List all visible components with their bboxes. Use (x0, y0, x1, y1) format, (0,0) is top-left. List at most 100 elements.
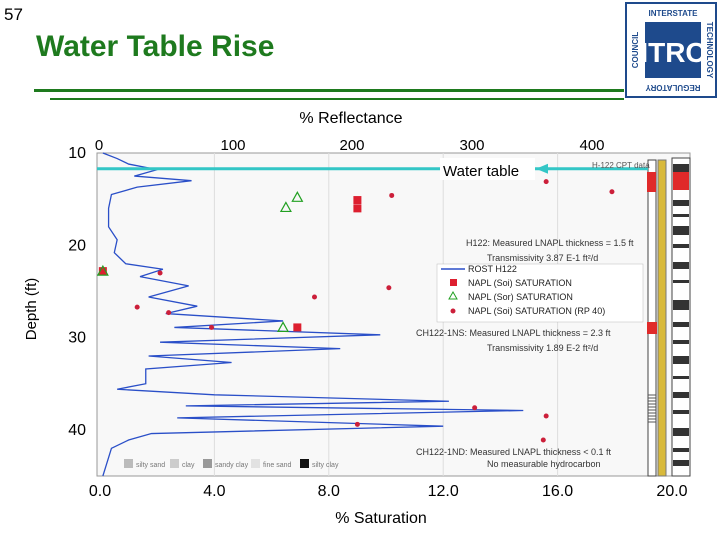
legend-soi-swatch (450, 279, 457, 286)
annotation-line1: CH122-1ND: Measured LNAPL thickness < 0.… (416, 447, 612, 457)
y-tick-label: 30 (68, 330, 86, 347)
cpt-band (673, 244, 689, 248)
bottom-tick-label: 16.0 (542, 483, 573, 500)
napl-rp40-point (166, 310, 172, 316)
cpt-napl-zone-lower (647, 322, 657, 334)
cpt-band (673, 410, 689, 414)
cpt-band (673, 356, 689, 364)
napl-rp40-point (354, 421, 360, 427)
legend-rp40-swatch (450, 308, 456, 314)
annotation-line2: Transmissivity 3.87 E-1 ft²/d (487, 253, 598, 263)
napl-soi-point (293, 323, 302, 332)
title-rule-bottom (50, 98, 624, 100)
cpt-band (673, 262, 689, 269)
cpt-napl-zone (647, 172, 656, 192)
napl-soi-point (353, 204, 362, 213)
soil-swatch (170, 459, 179, 468)
slide-title: Water Table Rise (36, 30, 275, 63)
napl-rp40-point (543, 413, 549, 419)
legend-box (436, 263, 644, 323)
cpt-band (673, 164, 689, 172)
water-table-arrow (536, 163, 548, 174)
cpt-band (673, 322, 689, 327)
annotation-line2: Transmissivity 1.89 E-2 ft²/d (487, 343, 598, 353)
cpt-band (673, 200, 689, 206)
slide-number: 57 (4, 5, 23, 24)
top-tick-label: 300 (459, 137, 484, 154)
logo-top-text: INTERSTATE (648, 9, 698, 18)
logo-right-text: TECHNOLOGY (705, 22, 714, 79)
cpt-band (673, 448, 689, 452)
napl-rp40-point (157, 270, 163, 276)
cpt-data-label: H-122 CPT data (592, 161, 650, 170)
legend-entry: ROST H122 (468, 264, 517, 274)
napl-rp40-point (389, 192, 395, 198)
annotation-line1: H122: Measured LNAPL thickness = 1.5 ft (466, 238, 634, 248)
cpt-band (673, 392, 689, 398)
soil-swatch (124, 459, 133, 468)
top-tick-label: 100 (220, 137, 245, 154)
soil-label: silty clay (312, 462, 339, 469)
legend-entry: NAPL (Soi) SATURATION (468, 278, 572, 288)
top-tick-label: 200 (339, 137, 364, 154)
napl-sor-point (279, 201, 292, 213)
soil-swatch (251, 459, 260, 468)
napl-rp40-point (209, 324, 215, 330)
itrc-logo: ITRC INTERSTATE REGULATORY COUNCIL TECHN… (625, 2, 717, 98)
soil-swatch (300, 459, 309, 468)
legend-entry: NAPL (Soi) SATURATION (RP 40) (468, 306, 605, 316)
cpt-band (673, 226, 689, 235)
top-axis-title: % Reflectance (299, 110, 402, 127)
napl-sor-point (277, 321, 290, 333)
bottom-axis-title: % Saturation (335, 510, 427, 527)
napl-rp40-point (543, 179, 549, 185)
water-table-label-bg (440, 158, 535, 180)
cpt-band (673, 300, 689, 310)
cpt-band (673, 376, 689, 379)
soil-label: silty sand (136, 462, 165, 469)
logo-left-text: COUNCIL (631, 32, 640, 69)
napl-rp40-point (386, 285, 392, 291)
cpt-column-yellow (657, 159, 667, 477)
bottom-tick-label: 0.0 (89, 483, 111, 500)
y-tick-label: 40 (68, 422, 86, 439)
napl-soi-point (353, 196, 362, 205)
cpt-band (673, 280, 689, 283)
bottom-tick-label: 20.0 (656, 483, 687, 500)
napl-rp40-point (609, 189, 615, 195)
napl-rp40-point (134, 304, 140, 310)
bottom-tick-label: 8.0 (318, 483, 340, 500)
logo-bottom-text: REGULATORY (645, 83, 701, 92)
napl-sor-point (291, 191, 304, 202)
soil-label: sandy clay (215, 462, 249, 469)
legend-sor-swatch (448, 290, 458, 300)
bottom-tick-label: 4.0 (203, 483, 225, 500)
cpt-napl-zone-right (673, 172, 689, 190)
top-tick-label: 0 (95, 137, 103, 154)
cpt-column-left (647, 159, 657, 477)
soil-label: clay (182, 462, 195, 469)
legend-entry: NAPL (Sor) SATURATION (468, 292, 573, 302)
cpt-band (673, 428, 689, 436)
y-tick-label: 20 (68, 237, 86, 254)
napl-rp40-point (472, 405, 478, 411)
annotation-line2: No measurable hydrocarbon (487, 459, 601, 469)
y-tick-label: 10 (68, 145, 86, 162)
bottom-tick-label: 12.0 (428, 483, 459, 500)
cpt-band (673, 214, 689, 217)
soil-label: fine sand (263, 462, 292, 469)
napl-rp40-point (540, 437, 546, 443)
napl-sor-point (96, 264, 109, 276)
title-rule-top (34, 89, 624, 92)
annotation-line1: CH122-1NS: Measured LNAPL thickness = 2.… (416, 328, 611, 338)
soil-swatch (203, 459, 212, 468)
napl-soi-point (98, 267, 107, 276)
logo-main-text: ITRC (640, 37, 705, 68)
cpt-band (673, 460, 689, 466)
cpt-band (673, 340, 689, 344)
napl-rp40-point (312, 294, 317, 300)
y-axis-title: Depth (ft) (23, 278, 40, 341)
water-table-label: Water table (443, 163, 519, 180)
rost-profile-line (102, 152, 524, 477)
